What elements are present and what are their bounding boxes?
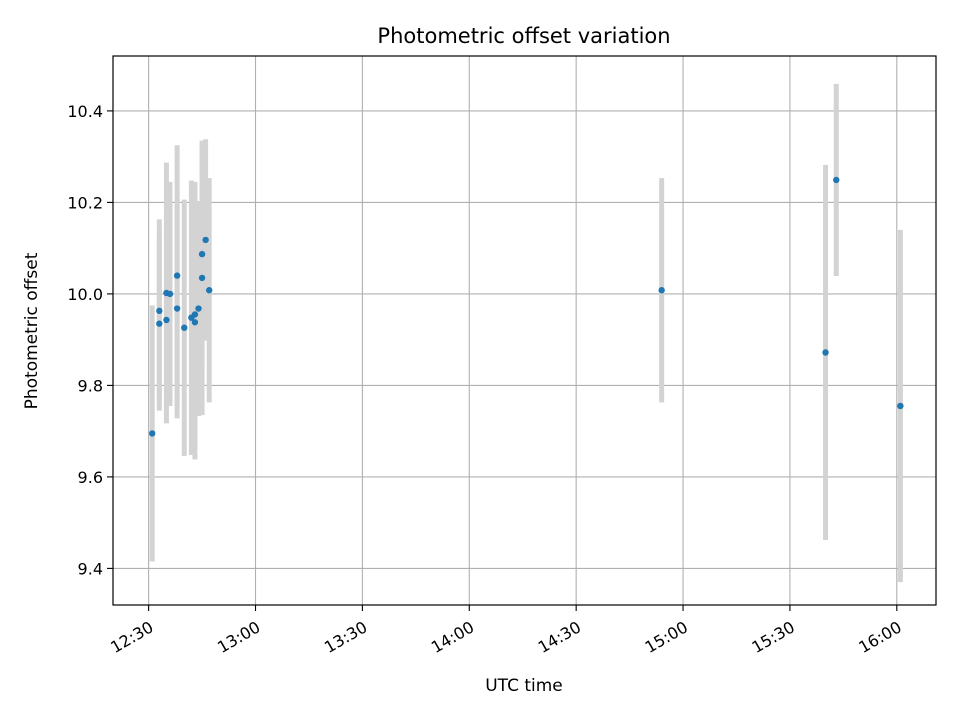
grid (113, 56, 936, 605)
y-tick-label: 9.6 (78, 468, 103, 487)
data-point (181, 324, 188, 331)
data-point (191, 319, 199, 326)
data-point (156, 320, 163, 327)
x-tick-label: 15:30 (748, 617, 797, 657)
plot-frame (112, 55, 937, 606)
data-point (191, 311, 199, 318)
x-tick-label: 14:00 (428, 617, 477, 657)
data-point (822, 349, 829, 356)
x-axis-ticks: 12:30 13:00 13:30 14:00 14:30 15:00 15:30 16:00 (107, 605, 905, 657)
data-points (148, 176, 904, 437)
y-tick-label: 10.4 (67, 102, 103, 121)
data-point (658, 287, 665, 294)
data-point (198, 274, 206, 282)
data-point (166, 290, 174, 298)
x-tick-label: 13:30 (321, 617, 370, 657)
y-tick-label: 9.4 (78, 559, 103, 578)
x-tick-label: 16:00 (855, 617, 904, 657)
data-point (202, 236, 209, 244)
y-tick-label: 10.2 (67, 193, 103, 212)
data-point (833, 176, 840, 184)
data-point (205, 287, 213, 294)
error-bars (149, 83, 903, 583)
data-point (897, 402, 904, 410)
x-axis-label: UTC time (485, 676, 563, 696)
x-tick-label: 13:00 (214, 617, 263, 657)
y-tick-label: 10.0 (67, 285, 103, 304)
data-point (163, 316, 170, 324)
y-tick-label: 9.8 (78, 376, 103, 395)
x-tick-label: 14:30 (535, 617, 584, 657)
chart-title: Photometric offset variation (377, 24, 670, 48)
data-point (148, 430, 156, 437)
x-tick-label: 12:30 (107, 617, 156, 657)
data-point (156, 307, 163, 315)
x-tick-label: 15:00 (642, 617, 691, 657)
data-point (173, 272, 181, 279)
data-point (195, 305, 202, 312)
y-axis-label: Photometric offset (22, 252, 42, 409)
data-point (198, 250, 206, 258)
data-point (173, 305, 181, 312)
y-axis-ticks: 9.4 9.6 9.8 10.0 10.2 10.4 (67, 102, 113, 578)
